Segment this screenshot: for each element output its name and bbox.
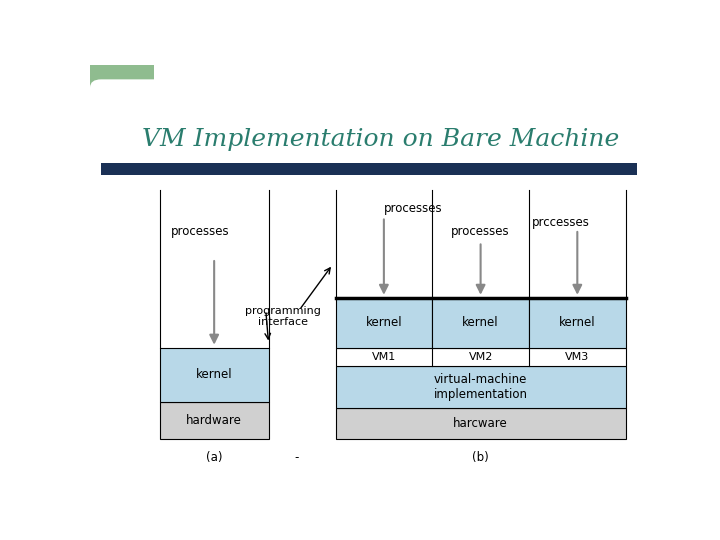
Bar <box>336 408 626 439</box>
Text: 37: 37 <box>99 449 125 468</box>
Text: prccesses: prccesses <box>532 217 590 230</box>
Bar <box>336 348 626 366</box>
Text: VM2: VM2 <box>469 352 492 362</box>
Bar <box>160 348 269 402</box>
Text: kernel: kernel <box>559 316 595 329</box>
Text: (b): (b) <box>472 451 489 464</box>
Text: kernel: kernel <box>366 316 402 329</box>
Text: kernel: kernel <box>462 316 499 329</box>
Text: kernel: kernel <box>196 368 233 381</box>
Bar <box>90 65 154 181</box>
Text: processes: processes <box>171 225 230 238</box>
Text: VM3: VM3 <box>565 352 590 362</box>
Bar <box>336 366 626 408</box>
Text: virtual-machine
implementation: virtual-machine implementation <box>433 373 528 401</box>
Text: processes: processes <box>384 202 443 215</box>
Text: programming
interface: programming interface <box>245 306 320 327</box>
FancyBboxPatch shape <box>90 79 660 175</box>
Text: harcware: harcware <box>453 417 508 430</box>
Bar <box>529 298 626 348</box>
Text: processes: processes <box>451 225 510 238</box>
Bar <box>101 163 636 175</box>
Text: -: - <box>294 451 299 464</box>
Bar <box>432 298 529 348</box>
Text: hardware: hardware <box>186 414 242 427</box>
Text: VM Implementation on Bare Machine: VM Implementation on Bare Machine <box>142 128 618 151</box>
Bar <box>336 298 432 348</box>
Bar <box>160 402 269 439</box>
Text: (a): (a) <box>206 451 222 464</box>
Bar <box>90 136 648 481</box>
Text: VM1: VM1 <box>372 352 396 362</box>
